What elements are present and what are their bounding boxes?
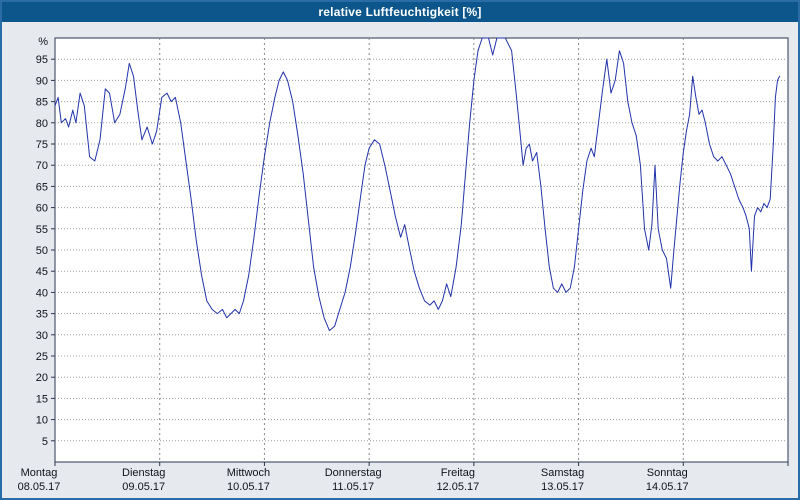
day-name-label: Dienstag — [122, 467, 165, 479]
day-date-label: 14.05.17 — [646, 481, 689, 493]
y-tick-label: 95 — [36, 54, 48, 66]
chart-title: relative Luftfeuchtigkeit [%] — [318, 5, 482, 19]
y-tick-label: 10 — [36, 415, 48, 427]
day-name-label: Sonntag — [647, 467, 688, 479]
y-tick-label: 90 — [36, 75, 48, 87]
day-date-label: 11.05.17 — [332, 481, 374, 493]
day-name-label: Montag — [21, 467, 58, 479]
day-date-label: 08.05.17 — [18, 481, 61, 493]
y-tick-label: 70 — [36, 160, 48, 172]
y-tick-label: 5 — [42, 436, 48, 448]
day-date-label: 12.05.17 — [436, 481, 479, 493]
day-date-label: 13.05.17 — [541, 481, 584, 493]
y-tick-label: 35 — [36, 309, 48, 321]
day-date-label: 09.05.17 — [122, 481, 165, 493]
day-name-label: Donnerstag — [325, 467, 382, 479]
day-name-label: Samstag — [541, 467, 584, 479]
humidity-line-chart: 5 10 15 20 25 30 35 40 45 50 55 60 65 70 75 80 85 90 95% Mo… — [18, 36, 789, 493]
y-tick-label: 60 — [36, 203, 48, 215]
y-tick-label: 85 — [36, 97, 48, 109]
y-tick-label: 80 — [36, 118, 48, 130]
y-tick-label: 40 — [36, 287, 48, 299]
y-tick-label: 45 — [36, 266, 48, 278]
y-tick-label: 65 — [36, 181, 48, 193]
day-name-label: Freitag — [441, 467, 475, 479]
y-tick-label: 30 — [36, 330, 48, 342]
y-tick-label: 75 — [36, 139, 48, 151]
y-tick-label: 15 — [36, 393, 48, 405]
chart-region: 5 10 15 20 25 30 35 40 45 50 55 60 65 70 75 80 85 90 95% Mo… — [2, 22, 798, 498]
y-tick-label: 20 — [36, 372, 48, 384]
y-tick-label: 25 — [36, 351, 48, 363]
day-date-label: 10.05.17 — [227, 481, 270, 493]
humidity-line — [54, 37, 781, 332]
y-tick-label: 50 — [36, 245, 48, 257]
chart-title-bar: relative Luftfeuchtigkeit [%] — [2, 2, 798, 22]
y-tick-label: 55 — [36, 224, 48, 236]
y-axis-unit-label: % — [38, 36, 48, 48]
day-name-label: Mittwoch — [227, 467, 270, 479]
